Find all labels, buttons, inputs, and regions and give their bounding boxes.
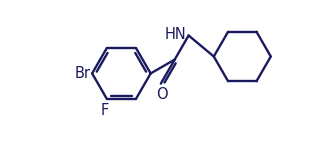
Text: O: O	[156, 87, 167, 102]
Text: Br: Br	[75, 66, 91, 81]
Text: HN: HN	[165, 27, 186, 42]
Text: F: F	[101, 103, 109, 118]
